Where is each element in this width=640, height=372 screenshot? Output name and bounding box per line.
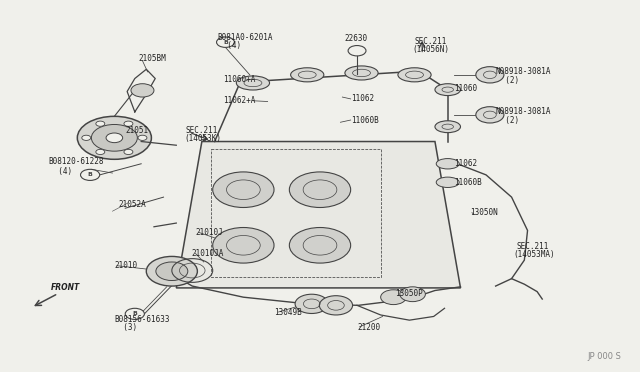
Circle shape	[131, 84, 154, 97]
Circle shape	[77, 116, 152, 159]
Text: 11062+A: 11062+A	[223, 96, 255, 105]
Text: (2): (2)	[495, 116, 519, 125]
Circle shape	[96, 121, 105, 126]
Circle shape	[92, 125, 138, 151]
Text: 11060+A: 11060+A	[223, 75, 255, 84]
Ellipse shape	[398, 68, 431, 82]
Ellipse shape	[435, 84, 461, 96]
Text: 21010JA: 21010JA	[191, 249, 223, 258]
Circle shape	[82, 135, 91, 140]
Text: B081A0-6201A: B081A0-6201A	[218, 33, 273, 42]
Text: 21052A: 21052A	[119, 200, 147, 209]
Circle shape	[289, 172, 351, 208]
Text: N08918-3081A: N08918-3081A	[495, 67, 551, 76]
Circle shape	[348, 45, 366, 56]
Text: SEC.211: SEC.211	[186, 126, 218, 135]
Text: B08120-61228: B08120-61228	[49, 157, 104, 166]
Text: 22630: 22630	[344, 34, 367, 43]
Text: 13050N: 13050N	[470, 208, 498, 217]
Text: 21051: 21051	[125, 126, 148, 135]
Text: (14053MA): (14053MA)	[513, 250, 555, 259]
Text: 11060B: 11060B	[454, 178, 482, 187]
Text: 11062: 11062	[351, 94, 374, 103]
Ellipse shape	[436, 177, 460, 187]
Text: 11060B: 11060B	[351, 116, 378, 125]
Circle shape	[319, 296, 353, 315]
Circle shape	[381, 290, 406, 305]
Text: SEC.211: SEC.211	[516, 241, 549, 250]
Circle shape	[476, 67, 504, 83]
Circle shape	[106, 133, 123, 142]
Text: 13049B: 13049B	[274, 308, 302, 317]
Text: B: B	[223, 40, 228, 45]
Circle shape	[476, 107, 504, 123]
Text: 13050P: 13050P	[396, 289, 423, 298]
Text: 11060: 11060	[454, 84, 477, 93]
Ellipse shape	[291, 68, 324, 82]
Circle shape	[138, 135, 147, 140]
Text: 11062: 11062	[454, 159, 477, 168]
Ellipse shape	[435, 121, 461, 133]
Circle shape	[156, 262, 188, 280]
Text: FRONT: FRONT	[51, 283, 80, 292]
Circle shape	[125, 308, 145, 320]
Text: (14053K): (14053K)	[184, 134, 221, 143]
Circle shape	[212, 228, 274, 263]
Text: 21200: 21200	[357, 323, 380, 332]
Circle shape	[124, 121, 133, 126]
Circle shape	[147, 256, 197, 286]
Text: 2105BM: 2105BM	[138, 54, 166, 62]
Ellipse shape	[436, 158, 460, 169]
Circle shape	[295, 294, 328, 314]
Text: (4): (4)	[49, 167, 72, 176]
Text: JP 000 S: JP 000 S	[588, 352, 621, 361]
Ellipse shape	[345, 66, 378, 80]
Circle shape	[96, 149, 105, 154]
Circle shape	[124, 149, 133, 154]
Text: (3): (3)	[115, 323, 138, 332]
Text: N08918-3081A: N08918-3081A	[495, 108, 551, 116]
Text: 21010: 21010	[115, 261, 138, 270]
Circle shape	[216, 37, 234, 47]
Text: B: B	[88, 172, 93, 177]
Text: SEC.211: SEC.211	[415, 37, 447, 46]
Text: B08156-61633: B08156-61633	[115, 315, 170, 324]
Circle shape	[81, 169, 100, 180]
Text: 21010J: 21010J	[195, 228, 223, 237]
Text: (14056N): (14056N)	[413, 45, 449, 54]
Polygon shape	[176, 141, 461, 288]
Circle shape	[212, 172, 274, 208]
Ellipse shape	[236, 76, 269, 90]
Text: (4): (4)	[218, 41, 241, 51]
Circle shape	[289, 228, 351, 263]
Text: B: B	[132, 311, 137, 316]
Circle shape	[400, 287, 426, 302]
Text: (2): (2)	[495, 76, 519, 84]
